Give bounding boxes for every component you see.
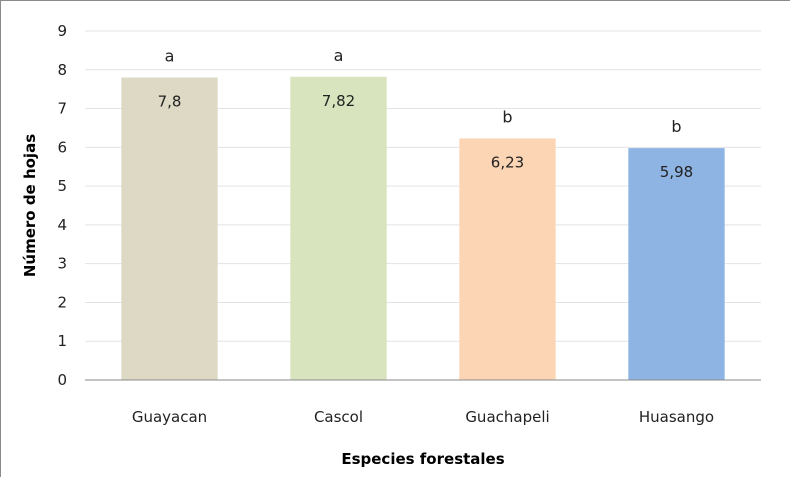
y-tick-label: 5 [57,177,67,195]
significance-letter: b [671,117,681,136]
y-tick-label: 0 [57,371,67,389]
bars [121,76,725,381]
bar [459,138,556,380]
significance-letter: b [502,107,512,126]
x-axis-title: Especies forestales [341,450,504,468]
significance-letter: a [334,46,344,65]
bar [628,148,725,380]
bar-value-label: 7,8 [158,93,182,111]
y-tick-label: 8 [57,61,67,79]
bar-value-label: 6,23 [491,153,524,171]
bar [121,77,218,381]
y-tick-label: 9 [57,22,67,40]
data-labels: 7,8 a Guayacan 7,82 a Cascol 6,23 b Guachapeli 5,… [132,46,714,426]
y-tick-label: 3 [57,255,67,273]
y-axis-title: Número de hojas [21,134,39,277]
x-category-label: Guachapeli [465,408,549,426]
x-category-label: Huasango [639,408,714,426]
y-axis-ticks: 0 1 2 3 4 5 6 7 8 9 [57,22,67,389]
bar-value-label: 7,82 [322,92,355,110]
y-tick-label: 6 [57,138,67,156]
bar-value-label: 5,98 [660,163,693,181]
bar [290,76,387,380]
y-tick-label: 2 [57,293,67,311]
y-tick-label: 4 [57,216,67,234]
y-tick-label: 1 [57,332,67,350]
y-tick-label: 7 [57,100,67,118]
significance-letter: a [165,47,175,66]
x-category-label: Guayacan [132,408,207,426]
x-category-label: Cascol [314,408,363,426]
